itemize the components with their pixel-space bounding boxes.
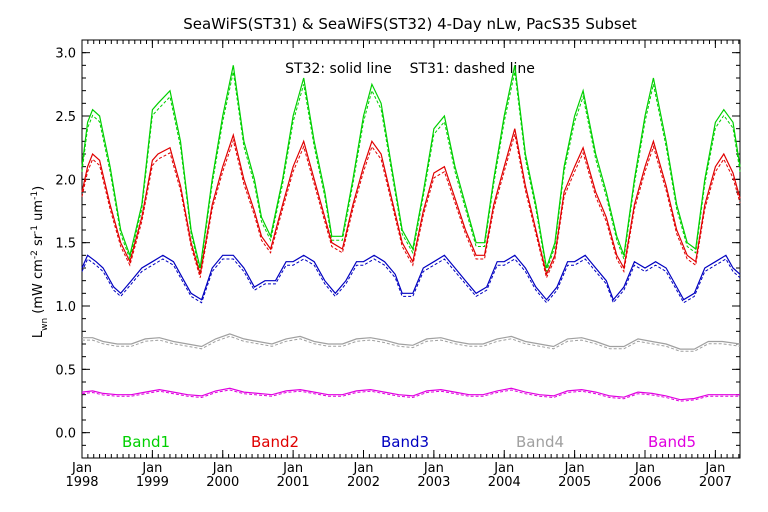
legend-band4: Band4 [516,433,564,451]
x-tick-year: 1999 [136,475,169,490]
y-axis-label: Lwn (mW cm-2 sr-1 um-1) [30,186,50,338]
x-tick-year: 2002 [347,475,380,490]
legend-band1: Band1 [122,433,170,451]
y-label-exp2: -1 [30,225,40,234]
y-label-mid: sr [31,233,46,250]
y-label-close: ) [31,186,46,191]
plot-frame [81,39,741,459]
x-tick-year: 2006 [628,475,661,490]
y-label-units: (mW cm [31,259,46,318]
x-tick-month: Jan [423,461,444,476]
legend: Band1 Band2 Band3 Band4 Band5 [122,433,696,451]
series-line-band3 [81,254,741,301]
x-tick-year: 2007 [699,475,732,490]
y-tick-label: 2.5 [55,110,76,125]
y-label-exp1: -2 [30,250,40,259]
y-tick-label: 0.0 [55,427,76,442]
y-tick-label: 3.0 [55,47,76,62]
x-tick-year: 2005 [558,475,591,490]
y-label-main: L [31,330,46,338]
x-tick-year: 2004 [488,475,521,490]
x-tick-month: Jan [634,461,655,476]
series-line-band4 [82,333,741,350]
y-ticks: 0.0 0.5 1.0 1.5 2.0 2.5 3.0 [55,47,740,446]
series-line-band2 [81,128,741,277]
x-tick-year: 1998 [65,475,98,490]
x-tick-month: Jan [282,461,303,476]
series-line-band5 [81,387,740,401]
x-ticks: Jan1998Jan1999Jan2000Jan2001Jan2002Jan20… [65,40,740,490]
y-label-exp3: -1 [30,191,40,200]
series-lines [81,65,741,402]
chart-title: SeaWiFS(ST31) & SeaWiFS(ST32) 4-Day nLw,… [183,15,637,33]
y-tick-label: 0.5 [55,363,76,378]
x-tick-year: 2003 [417,475,450,490]
x-tick-month: Jan [71,461,92,476]
y-label-sub: wn [40,318,50,331]
svg-text:Lwn (mW cm-2 sr-1 um-1): Lwn (mW cm-2 sr-1 um-1) [30,186,50,338]
series-dashed-band1 [81,71,741,272]
x-tick-month: Jan [212,461,233,476]
y-tick-label: 1.0 [55,300,76,315]
y-tick-label: 1.5 [55,237,76,252]
x-tick-year: 2000 [206,475,239,490]
x-tick-month: Jan [564,461,585,476]
series-line-band1 [81,65,741,269]
x-tick-month: Jan [141,461,162,476]
y-label-end: um [31,200,46,225]
x-tick-year: 2001 [277,475,310,490]
legend-band3: Band3 [381,433,429,451]
y-tick-label: 2.0 [55,173,76,188]
series-dashed-band3 [81,258,741,304]
series-dashed-band4 [82,335,741,352]
x-tick-month: Jan [704,461,725,476]
legend-band5: Band5 [648,433,696,451]
x-tick-month: Jan [493,461,514,476]
line-style-note: ST32: solid line ST31: dashed line [285,61,535,77]
x-tick-month: Jan [352,461,373,476]
series-dashed-band2 [81,134,741,280]
legend-band2: Band2 [251,433,299,451]
